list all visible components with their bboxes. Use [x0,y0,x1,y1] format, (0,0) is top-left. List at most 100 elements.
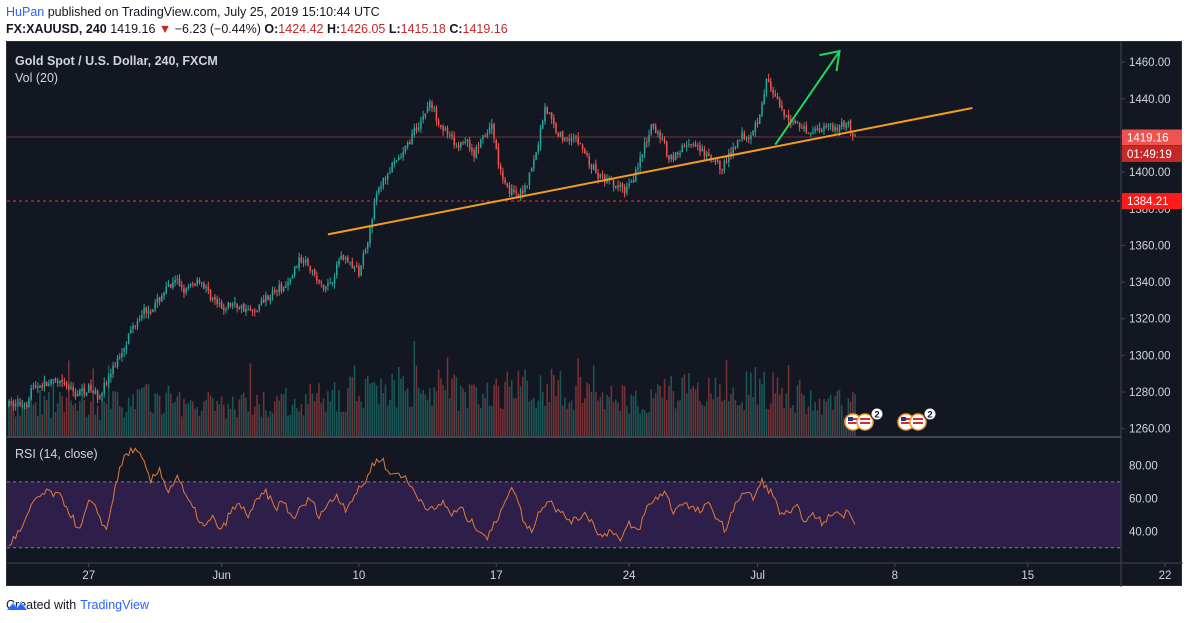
candle-body [785,116,788,118]
volume-bar [216,400,218,436]
candle-body [333,276,336,284]
volume-bar [143,387,145,436]
candle-body [12,401,15,407]
volume-bar [90,401,92,436]
volume-bar [710,393,712,436]
candle-body [211,298,214,300]
volume-bar [725,360,728,436]
chart-canvas[interactable]: 1460.001440.001420.001400.001380.001360.… [7,42,1183,587]
tradingview-brand-link[interactable]: TradingView [80,598,149,612]
volume-bar [533,398,535,436]
candle-body [825,125,827,128]
last-price: 1419.16 [110,22,156,36]
volume-bar [435,391,438,436]
volume-bar [329,401,331,436]
candle-body [752,130,754,136]
candle-body [398,157,400,161]
volume-bar [8,401,10,436]
candle-body [52,378,55,380]
candle-body [74,391,77,397]
candle-body [138,319,141,321]
volume-bar [242,392,245,436]
candle-body [548,112,551,114]
volume-bar [792,404,794,436]
volume-bar [539,375,542,436]
volume-bar [167,385,170,436]
candle-body [836,128,839,131]
candle-body [774,94,777,97]
candle-body [378,187,380,193]
symbol-label: FX:XAUUSD, 240 [6,22,107,36]
volume-bar [101,398,103,436]
candle-body [510,188,513,196]
candle-body [497,147,500,165]
chart-panel[interactable]: 1460.001440.001420.001400.001380.001360.… [6,41,1183,587]
candle-body [568,138,571,141]
volume-bar [192,401,194,436]
event-count: 2 [874,410,879,421]
volume-bar [577,358,579,436]
volume-bar [807,406,810,436]
candle-body [586,152,588,156]
candle-body [121,352,123,358]
volume-bar [180,416,183,436]
candle-body [572,137,575,139]
volume-bar [136,389,139,436]
volume-bar [730,393,732,436]
volume-bar [491,406,493,436]
current-price-badge-bg [1122,129,1182,146]
candle-body [679,152,681,155]
volume-bar [349,376,351,436]
time-tick-label: 24 [623,570,636,582]
volume-bar [45,400,48,436]
up-arrow-line [774,50,841,146]
candle-body [391,163,393,173]
candle-body [451,134,453,137]
volume-bar [643,410,646,436]
volume-bar [663,378,666,436]
time-tick-label: 10 [353,570,366,582]
candle-body [14,404,17,407]
author-name[interactable]: HuPan [6,5,45,19]
candle-body [273,290,276,293]
time-tick-label: Jun [212,570,231,582]
candle-body [10,401,12,403]
candle-body [641,154,644,158]
candle-body [708,153,710,156]
volume-bar [227,403,230,436]
candle-body [446,127,449,135]
candle-body [406,142,409,147]
candle-body [94,389,97,394]
volume-bar [169,393,172,436]
candle-body [486,133,489,138]
candle-body [672,155,675,160]
volume-bar [48,392,50,436]
volume-bar [460,385,462,436]
volume-bar [550,368,553,436]
candle-body [271,290,274,296]
volume-bar [475,387,478,436]
candle-body [435,107,438,121]
candle-body [218,302,221,304]
candle-body [433,107,435,109]
candle-body [566,137,568,139]
candle-body [818,127,821,132]
volume-bar [247,411,249,436]
volume-bar [637,405,639,436]
candle-body [234,302,236,305]
volume-bar [519,386,522,436]
candle-body [570,138,573,142]
candle-body [68,385,70,390]
candle-body [400,156,402,158]
volume-bar [429,388,431,436]
candle-body [163,292,165,297]
candle-body [816,128,819,131]
volume-bar [76,410,79,436]
candle-body [847,121,850,125]
event-count-badge [923,407,937,421]
high-value: 1426.05 [340,22,386,36]
volume-bar [462,388,464,436]
candle-body [231,304,234,306]
volume-bar [278,400,280,436]
volume-bar [291,404,294,436]
